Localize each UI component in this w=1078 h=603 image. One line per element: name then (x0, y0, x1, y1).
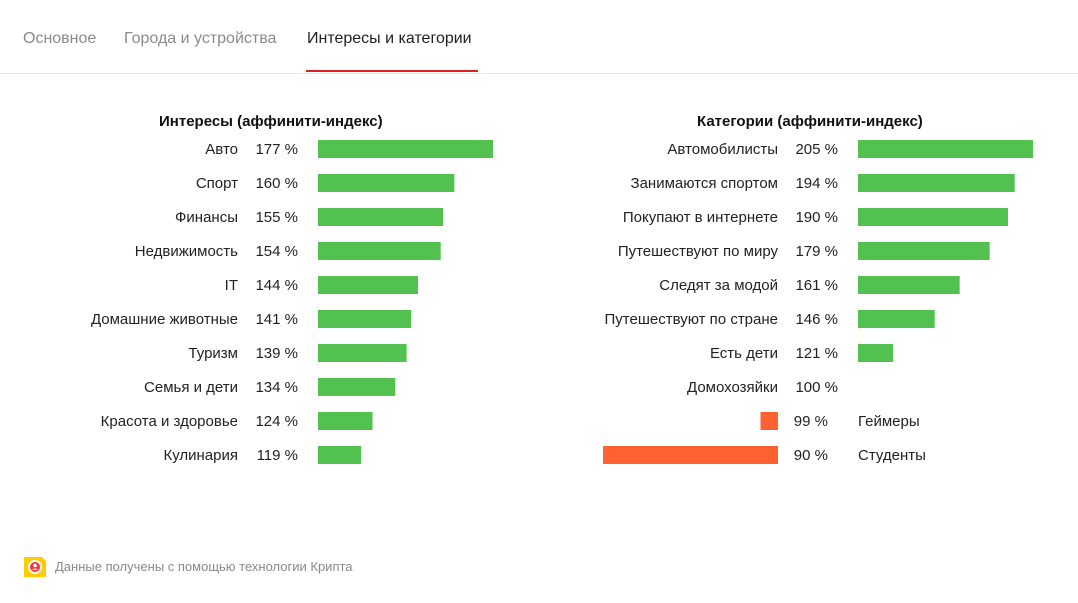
categories-value-label: 99 % (794, 413, 828, 430)
interests-value-label: 134 % (255, 379, 298, 396)
interests-category-label: Недвижимость (135, 243, 238, 260)
interests-bar (318, 446, 362, 464)
categories-category-label: Путешествуют по стране (605, 311, 778, 328)
interests-bar (318, 242, 441, 260)
interests-chart-title: Интересы (аффинити-индекс) (159, 113, 383, 130)
categories-chart-title: Категории (аффинити-индекс) (697, 113, 923, 130)
interests-category-label: Финансы (175, 209, 238, 226)
categories-category-label: Домохозяйки (687, 379, 778, 396)
categories-value-label: 90 % (794, 447, 828, 464)
interests-value-label: 155 % (255, 209, 298, 226)
categories-bar (858, 344, 893, 362)
interests-category-label: Домашние животные (91, 311, 238, 328)
categories-bar (858, 208, 1008, 226)
categories-category-label: Геймеры (858, 413, 920, 430)
interests-bar (318, 208, 443, 226)
interests-value-label: 177 % (255, 141, 298, 158)
tab-basic[interactable]: Основное (23, 30, 97, 47)
categories-bar (858, 276, 960, 294)
tab-interests-categories[interactable]: Интересы и категории (307, 30, 472, 47)
interests-value-label: 124 % (255, 413, 298, 430)
categories-category-label: Покупают в интернете (623, 209, 778, 226)
interests-value-label: 154 % (255, 243, 298, 260)
categories-value-label: 100 % (795, 379, 838, 396)
interests-category-label: Кулинария (163, 447, 238, 464)
interests-chart: Авто 177 % Спорт 160 % Финансы 155 % Недвижимо… (91, 140, 493, 464)
categories-bar (858, 174, 1015, 192)
interests-value-label: 119 % (257, 447, 298, 464)
interests-bar (318, 412, 373, 430)
categories-category-label: Есть дети (710, 345, 778, 362)
interests-bar (318, 344, 407, 362)
categories-value-label: 146 % (795, 311, 838, 328)
categories-value-label: 121 % (795, 345, 838, 362)
interests-bar (318, 140, 493, 158)
interests-category-label: Красота и здоровье (101, 413, 238, 430)
categories-value-label: 190 % (795, 209, 838, 226)
categories-category-label: Занимаются спортом (631, 175, 778, 192)
categories-category-label: Путешествуют по миру (618, 243, 779, 260)
crypta-logo-icon (24, 557, 46, 577)
interests-value-label: 139 % (255, 345, 298, 362)
interests-category-label: Спорт (196, 175, 238, 192)
footer: Данные получены с помощью технологии Кри… (22, 553, 353, 579)
interests-category-label: Авто (205, 141, 238, 158)
categories-value-label: 179 % (795, 243, 838, 260)
interests-bar (318, 378, 396, 396)
categories-bar (858, 310, 935, 328)
interests-bar (318, 276, 418, 294)
categories-category-label: Следят за модой (659, 277, 778, 294)
categories-value-label: 194 % (795, 175, 838, 192)
tab-cities-devices[interactable]: Города и устройства (124, 30, 277, 47)
interests-bar (318, 310, 412, 328)
footer-text: Данные получены с помощью технологии Кри… (55, 558, 353, 574)
tab-bar: Основное Города и устройства Интересы и … (0, 0, 1078, 74)
interests-value-label: 144 % (255, 277, 298, 294)
categories-chart: Автомобилисты 205 % Занимаются спортом 194 … (603, 140, 1033, 464)
categories-category-label: Студенты (858, 447, 926, 464)
interests-category-label: Семья и дети (144, 379, 238, 396)
interests-value-label: 141 % (255, 311, 298, 328)
categories-value-label: 205 % (795, 141, 838, 158)
categories-bar (603, 446, 778, 464)
categories-bar (760, 412, 778, 430)
categories-value-label: 161 % (795, 277, 838, 294)
interests-category-label: IT (225, 277, 238, 294)
interests-category-label: Туризм (188, 345, 238, 362)
categories-bar (858, 242, 990, 260)
active-tab-indicator (306, 70, 478, 72)
categories-bar (858, 140, 1033, 158)
interests-value-label: 160 % (255, 175, 298, 192)
interests-bar (318, 174, 455, 192)
categories-category-label: Автомобилисты (667, 141, 778, 158)
